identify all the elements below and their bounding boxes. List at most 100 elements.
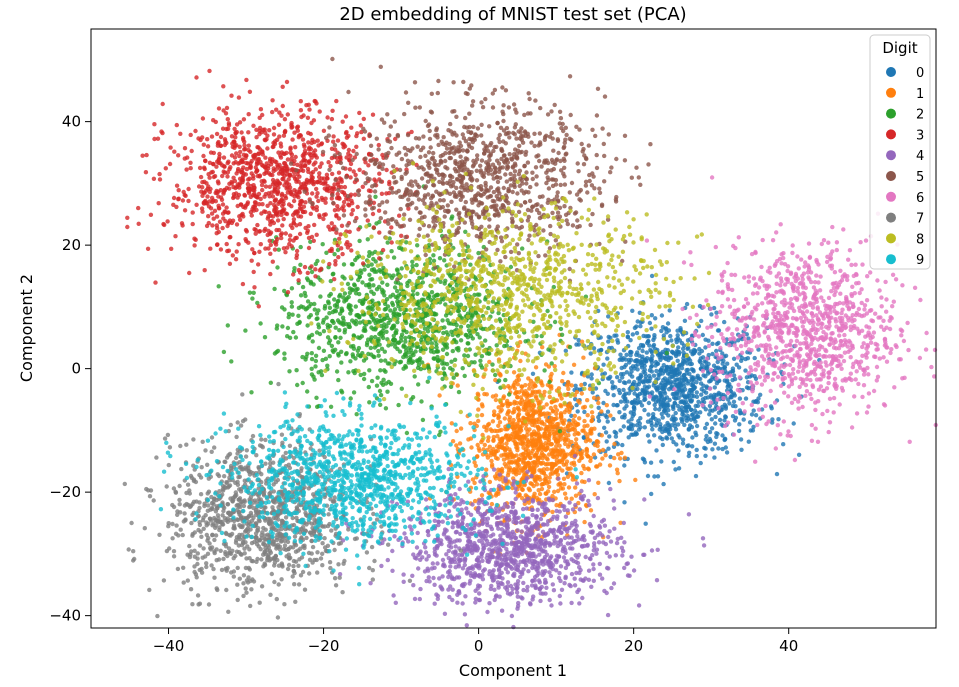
point-digit-0 bbox=[681, 400, 687, 405]
point-digit-0 bbox=[660, 415, 665, 420]
point-digit-0 bbox=[674, 367, 680, 372]
point-digit-3 bbox=[272, 141, 278, 147]
point-digit-2 bbox=[378, 402, 383, 407]
point-digit-4 bbox=[497, 472, 502, 477]
point-digit-1 bbox=[531, 446, 536, 451]
point-digit-0 bbox=[618, 428, 623, 433]
point-digit-3 bbox=[287, 241, 292, 247]
point-digit-3 bbox=[214, 131, 220, 137]
point-digit-3 bbox=[273, 210, 279, 216]
point-digit-1 bbox=[564, 459, 570, 464]
point-digit-0 bbox=[668, 333, 673, 339]
point-digit-0 bbox=[617, 410, 622, 415]
point-digit-4 bbox=[547, 498, 552, 503]
point-digit-4 bbox=[538, 516, 544, 522]
point-digit-2 bbox=[328, 278, 333, 284]
point-digit-0 bbox=[606, 339, 611, 344]
point-digit-3 bbox=[176, 153, 181, 158]
point-digit-3 bbox=[209, 170, 214, 175]
point-digit-1 bbox=[500, 402, 505, 408]
point-digit-0 bbox=[681, 350, 686, 355]
point-digit-0 bbox=[714, 310, 719, 315]
point-digit-1 bbox=[536, 447, 541, 453]
point-digit-3 bbox=[331, 134, 336, 139]
point-digit-1 bbox=[472, 460, 477, 465]
point-digit-3 bbox=[270, 214, 276, 219]
series-0 bbox=[495, 273, 822, 526]
point-digit-4 bbox=[411, 552, 416, 557]
point-digit-2 bbox=[454, 340, 459, 345]
point-digit-3 bbox=[204, 223, 210, 229]
point-digit-3 bbox=[241, 137, 246, 142]
point-digit-3 bbox=[246, 177, 251, 182]
point-digit-3 bbox=[202, 268, 207, 273]
point-digit-1 bbox=[515, 405, 521, 410]
point-digit-2 bbox=[409, 360, 414, 365]
point-digit-4 bbox=[498, 487, 503, 492]
point-digit-2 bbox=[272, 286, 277, 292]
point-digit-1 bbox=[596, 480, 601, 485]
point-digit-0 bbox=[693, 473, 699, 479]
point-digit-4 bbox=[613, 553, 618, 558]
point-digit-4 bbox=[487, 569, 492, 574]
point-digit-0 bbox=[684, 368, 689, 373]
point-digit-3 bbox=[289, 167, 294, 173]
point-digit-0 bbox=[662, 376, 668, 381]
point-digit-1 bbox=[512, 380, 517, 385]
point-digit-3 bbox=[206, 214, 211, 219]
point-digit-0 bbox=[753, 413, 759, 418]
point-digit-2 bbox=[318, 294, 323, 299]
point-digit-3 bbox=[244, 153, 249, 158]
point-digit-2 bbox=[361, 299, 366, 305]
point-digit-0 bbox=[591, 346, 597, 351]
point-digit-1 bbox=[455, 383, 460, 388]
point-digit-3 bbox=[153, 280, 158, 285]
point-digit-3 bbox=[268, 201, 273, 206]
point-digit-0 bbox=[682, 384, 687, 389]
point-digit-3 bbox=[274, 227, 279, 233]
point-digit-1 bbox=[504, 433, 509, 438]
point-digit-0 bbox=[617, 378, 622, 384]
point-digit-1 bbox=[615, 471, 620, 476]
point-digit-4 bbox=[460, 601, 465, 606]
point-digit-1 bbox=[590, 414, 595, 420]
point-digit-2 bbox=[352, 370, 357, 376]
point-digit-0 bbox=[596, 405, 601, 410]
point-digit-0 bbox=[620, 442, 625, 448]
point-digit-0 bbox=[680, 412, 685, 417]
point-digit-3 bbox=[338, 232, 343, 237]
point-digit-0 bbox=[712, 441, 718, 446]
point-digit-2 bbox=[412, 374, 417, 379]
point-digit-0 bbox=[733, 404, 738, 409]
point-digit-1 bbox=[552, 364, 557, 369]
point-digit-0 bbox=[756, 396, 761, 401]
point-digit-2 bbox=[426, 365, 431, 370]
point-digit-3 bbox=[305, 166, 311, 172]
point-digit-3 bbox=[220, 202, 226, 207]
point-digit-2 bbox=[377, 331, 382, 337]
point-digit-3 bbox=[263, 246, 268, 251]
point-digit-2 bbox=[291, 329, 296, 335]
point-digit-1 bbox=[520, 439, 526, 444]
point-digit-4 bbox=[606, 534, 611, 540]
point-digit-3 bbox=[268, 271, 273, 277]
point-digit-4 bbox=[592, 544, 597, 549]
point-digit-4 bbox=[591, 562, 596, 567]
point-digit-0 bbox=[615, 338, 620, 343]
point-digit-4 bbox=[578, 567, 583, 573]
point-digit-3 bbox=[210, 223, 215, 228]
point-digit-0 bbox=[711, 395, 717, 400]
point-digit-0 bbox=[603, 430, 609, 435]
point-digit-3 bbox=[282, 117, 288, 122]
point-digit-3 bbox=[200, 209, 205, 214]
point-digit-1 bbox=[538, 426, 544, 431]
point-digit-2 bbox=[406, 350, 411, 355]
point-digit-2 bbox=[415, 291, 420, 296]
point-digit-2 bbox=[444, 361, 450, 367]
point-digit-3 bbox=[247, 89, 253, 95]
point-digit-0 bbox=[674, 339, 679, 345]
point-digit-2 bbox=[503, 377, 508, 383]
point-digit-0 bbox=[645, 433, 651, 438]
point-digit-1 bbox=[560, 379, 565, 384]
point-digit-3 bbox=[294, 211, 299, 216]
